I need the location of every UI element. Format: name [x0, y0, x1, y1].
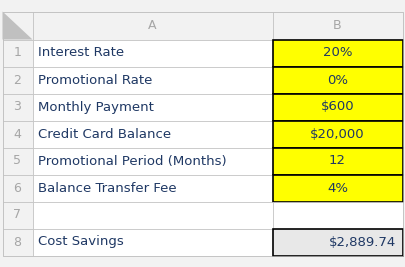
Polygon shape: [2, 11, 32, 40]
Bar: [273, 202, 403, 229]
Bar: [32, 147, 273, 175]
Bar: [273, 175, 403, 202]
Bar: [2, 175, 32, 202]
Text: 7: 7: [13, 209, 21, 222]
Bar: [32, 11, 273, 40]
Text: 5: 5: [13, 155, 21, 167]
Bar: [2, 229, 32, 256]
Bar: [273, 40, 403, 66]
Text: Cost Savings: Cost Savings: [38, 235, 124, 249]
Text: $2,889.74: $2,889.74: [329, 235, 396, 249]
Bar: [273, 120, 403, 147]
Bar: [32, 202, 273, 229]
Bar: [2, 66, 32, 93]
Text: Credit Card Balance: Credit Card Balance: [38, 128, 172, 140]
Text: 4%: 4%: [327, 182, 348, 194]
Text: 3: 3: [13, 100, 21, 113]
Text: 20%: 20%: [323, 46, 352, 60]
Text: Monthly Payment: Monthly Payment: [38, 100, 154, 113]
Bar: [2, 40, 32, 66]
Text: 1: 1: [13, 46, 21, 60]
Text: Interest Rate: Interest Rate: [38, 46, 125, 60]
Bar: [273, 11, 403, 40]
Text: Promotional Period (Months): Promotional Period (Months): [38, 155, 227, 167]
Text: Balance Transfer Fee: Balance Transfer Fee: [38, 182, 177, 194]
Bar: [2, 11, 32, 40]
Bar: [32, 120, 273, 147]
Text: Promotional Rate: Promotional Rate: [38, 73, 153, 87]
Bar: [32, 66, 273, 93]
Text: 4: 4: [13, 128, 21, 140]
Text: 6: 6: [13, 182, 21, 194]
Text: 8: 8: [13, 235, 21, 249]
Text: A: A: [148, 19, 157, 32]
Bar: [2, 202, 32, 229]
Bar: [273, 147, 403, 175]
Text: $20,000: $20,000: [310, 128, 365, 140]
Bar: [2, 120, 32, 147]
Text: 0%: 0%: [327, 73, 348, 87]
Bar: [2, 93, 32, 120]
Text: 12: 12: [329, 155, 346, 167]
Bar: [32, 93, 273, 120]
Text: 2: 2: [13, 73, 21, 87]
Bar: [273, 93, 403, 120]
Text: B: B: [333, 19, 342, 32]
Bar: [2, 147, 32, 175]
Bar: [32, 40, 273, 66]
Bar: [32, 229, 273, 256]
Text: $600: $600: [321, 100, 354, 113]
Bar: [32, 175, 273, 202]
Bar: [273, 229, 403, 256]
Bar: [273, 66, 403, 93]
